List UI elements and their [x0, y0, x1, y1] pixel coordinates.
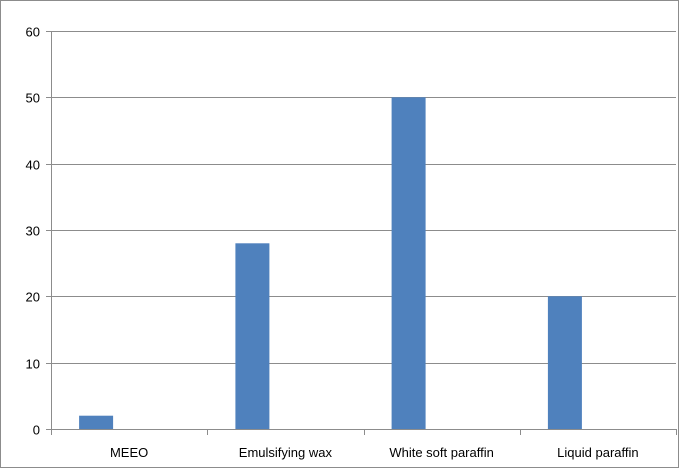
bar-meeo — [79, 415, 114, 429]
x-tick-label-emulsifying-wax: Emulsifying wax — [239, 445, 333, 460]
y-tick-label-10: 10 — [26, 357, 40, 372]
bars — [79, 97, 582, 430]
y-tick-label-50: 50 — [26, 91, 40, 106]
x-tick-label-meeo: MEEO — [110, 445, 148, 460]
bar-white-soft-paraffin — [391, 97, 426, 430]
axes — [46, 31, 677, 435]
bar-liquid-paraffin — [547, 296, 582, 429]
x-tick-label-liquid-paraffin: Liquid paraffin — [557, 445, 638, 460]
bar-emulsifying-wax — [235, 243, 270, 429]
y-tick-label-40: 40 — [26, 158, 40, 173]
x-axis-tick-labels: MEEO Emulsifying wax White soft paraffin Li… — [110, 445, 639, 460]
gridlines — [51, 31, 676, 364]
y-tick-label-30: 30 — [26, 224, 40, 239]
y-tick-label-0: 0 — [33, 423, 40, 438]
y-axis-tick-labels: 0 10 20 30 40 50 60 — [26, 25, 40, 438]
y-tick-label-20: 20 — [26, 290, 40, 305]
y-tick-label-60: 60 — [26, 25, 40, 40]
x-tick-label-white-soft-paraffin: White soft paraffin — [389, 445, 494, 460]
